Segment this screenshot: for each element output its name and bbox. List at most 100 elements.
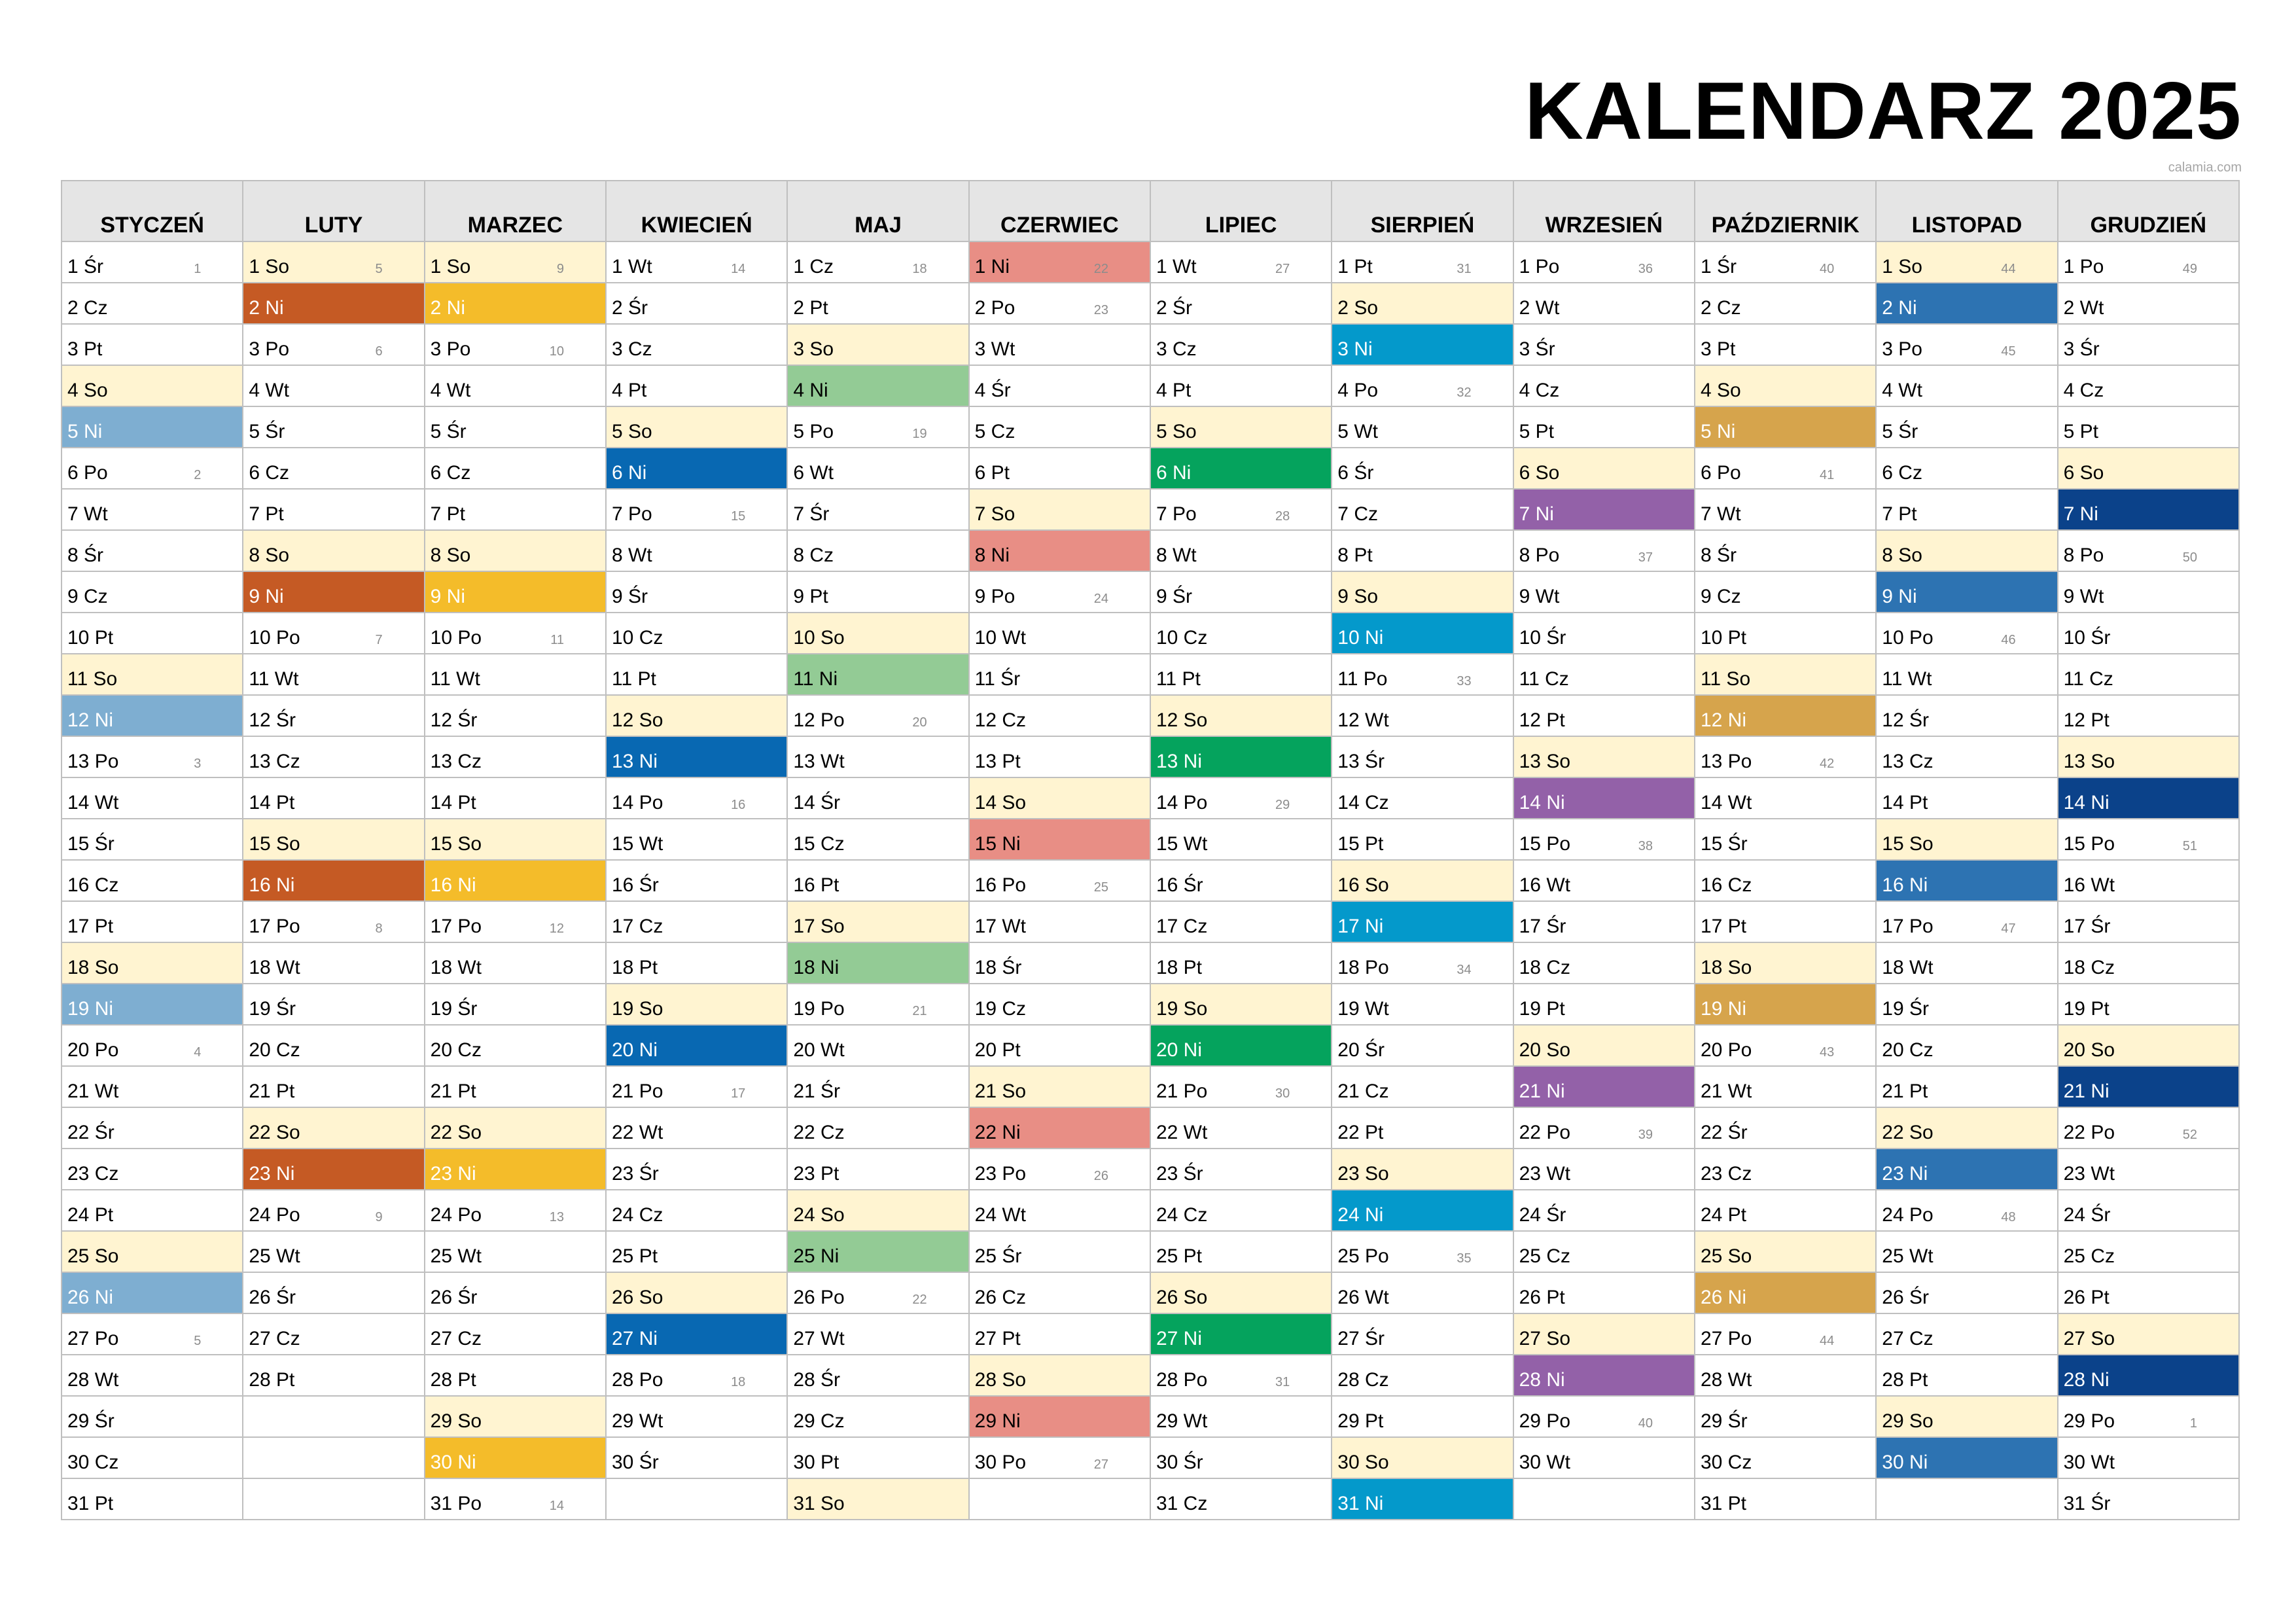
day-cell: 18 Cz: [1512, 942, 1695, 984]
day-cell: 16 Pt: [786, 859, 970, 902]
day-label: 29 Po: [2063, 1410, 2115, 1432]
day-label: 30 Pt: [793, 1452, 839, 1473]
day-label: 27 Pt: [974, 1328, 1021, 1349]
day-label: 8 So: [430, 544, 471, 566]
week-number: 16: [731, 798, 746, 812]
day-label: 17 Ni: [1337, 916, 1384, 937]
day-label: 13 So: [2063, 751, 2115, 772]
day-label: 22 Pt: [1337, 1122, 1384, 1143]
day-cell: 8 So: [423, 529, 607, 572]
day-cell: 23 So: [1331, 1148, 1514, 1190]
day-label: 14 Wt: [67, 792, 119, 813]
day-label: 21 Pt: [430, 1080, 476, 1102]
day-label: 16 Ni: [1882, 874, 1928, 896]
day-label: 20 Cz: [1882, 1039, 1934, 1061]
day-label: 12 Ni: [1700, 709, 1746, 731]
day-cell: 25 Po 35: [1331, 1230, 1514, 1273]
day-label: 18 So: [67, 957, 119, 978]
day-cell: 18 Wt: [242, 942, 425, 984]
day-cell: 11 Wt: [423, 653, 607, 696]
day-label: 12 So: [1156, 709, 1208, 731]
day-label: 1 Po: [1519, 256, 1560, 277]
day-label: 20 Po: [1700, 1039, 1752, 1061]
day-cell: 6 So: [1512, 447, 1695, 490]
week-number: 9: [375, 1210, 383, 1224]
day-cell: 30 So: [1331, 1436, 1514, 1479]
day-cell: 14 Śr: [786, 777, 970, 819]
week-number: 43: [1820, 1045, 1835, 1060]
day-label: 31 Pt: [67, 1493, 114, 1514]
day-cell: 12 Cz: [968, 694, 1151, 737]
day-cell: 19 Ni: [60, 983, 244, 1026]
day-cell: 21 Cz: [1331, 1065, 1514, 1108]
day-cell: 25 Pt: [1149, 1230, 1333, 1273]
day-cell: 5 Pt: [1512, 406, 1695, 448]
day-label: 31 Ni: [1337, 1493, 1384, 1514]
day-cell: 20 Pt: [968, 1024, 1151, 1067]
day-cell: 28 Po 18: [605, 1354, 788, 1397]
day-row: 19 Ni 19 Śr 19 Śr 19 So 19 Po 21 19 Cz 19 So 19 …: [60, 983, 2240, 1026]
day-label: 2 So: [1337, 297, 1379, 319]
day-label: 22 Wt: [611, 1122, 663, 1143]
day-cell: 15 Po 51: [2057, 818, 2240, 861]
day-label: 2 Po: [974, 297, 1016, 319]
day-label: 12 Cz: [974, 709, 1027, 731]
day-cell: 14 Cz: [1331, 777, 1514, 819]
day-label: 27 Cz: [249, 1328, 300, 1349]
day-cell: 24 Wt: [968, 1189, 1151, 1232]
day-label: 3 Po: [1882, 338, 1922, 360]
day-label: 14 Pt: [1882, 792, 1928, 813]
day-label: 19 Ni: [1700, 998, 1746, 1020]
day-label: 27 Ni: [611, 1328, 658, 1349]
day-label: 23 Śr: [611, 1163, 659, 1185]
day-label: 26 Śr: [249, 1287, 296, 1308]
month-header: GRUDZIEŃ: [2057, 180, 2240, 242]
day-cell: 6 So: [2057, 447, 2240, 490]
day-label: 9 Śr: [1156, 586, 1192, 607]
day-label: 29 Wt: [1156, 1410, 1208, 1432]
week-number: 25: [1093, 880, 1108, 895]
day-label: 29 Po: [1519, 1410, 1571, 1432]
day-label: 23 Pt: [793, 1163, 839, 1185]
day-cell: 22 Cz: [786, 1107, 970, 1149]
day-label: 5 Śr: [430, 421, 467, 442]
day-label: 18 Pt: [1156, 957, 1203, 978]
day-cell: 16 Cz: [1693, 859, 1877, 902]
day-label: 31 Pt: [1700, 1493, 1747, 1514]
day-cell: 8 Wt: [1149, 529, 1333, 572]
day-cell: 17 Śr: [1512, 901, 1695, 943]
day-cell: 9 Śr: [1149, 571, 1333, 613]
day-cell: 11 So: [1693, 653, 1877, 696]
day-row: 22 Śr 22 So 22 So 22 Wt 22 Cz 22 Ni 22 Wt 22 Pt…: [60, 1107, 2240, 1149]
day-label: 23 Cz: [1700, 1163, 1752, 1185]
day-cell: 15 Wt: [1149, 818, 1333, 861]
day-label: 15 Wt: [1156, 833, 1208, 855]
week-number: 3: [194, 757, 202, 771]
day-cell: 8 So: [1875, 529, 2058, 572]
day-label: 24 Pt: [67, 1204, 114, 1226]
day-row: 18 So 18 Wt 18 Wt 18 Pt 18 Ni 18 Śr 18 Pt 18 Po…: [60, 942, 2240, 984]
day-label: 6 Cz: [430, 462, 471, 484]
week-number: 51: [2182, 839, 2197, 853]
day-label: 29 Ni: [974, 1410, 1021, 1432]
day-cell: 9 Ni: [242, 571, 425, 613]
day-cell: 6 Po 41: [1693, 447, 1877, 490]
week-number: 6: [375, 344, 383, 359]
day-cell: 6 Śr: [1331, 447, 1514, 490]
day-label: 23 Po: [974, 1163, 1027, 1185]
day-label: 15 Pt: [1337, 833, 1384, 855]
day-cell: 15 So: [423, 818, 607, 861]
day-label: 6 Pt: [974, 462, 1010, 484]
day-label: 16 Po: [974, 874, 1027, 896]
day-cell: 21 Ni: [2057, 1065, 2240, 1108]
day-label: 1 Wt: [611, 256, 652, 277]
day-cell: 6 Cz: [242, 447, 425, 490]
day-cell: 3 Cz: [1149, 323, 1333, 366]
day-label: 25 Cz: [1519, 1245, 1570, 1267]
day-label: 8 Cz: [793, 544, 834, 566]
day-row: 10 Pt 10 Po 7 10 Po 11 10 Cz 10 So 10 Wt 10 Cz 10…: [60, 612, 2240, 654]
day-label: 10 Cz: [611, 627, 663, 649]
day-label: 7 So: [974, 503, 1016, 525]
day-cell: 13 So: [2057, 736, 2240, 778]
day-cell: 22 So: [423, 1107, 607, 1149]
